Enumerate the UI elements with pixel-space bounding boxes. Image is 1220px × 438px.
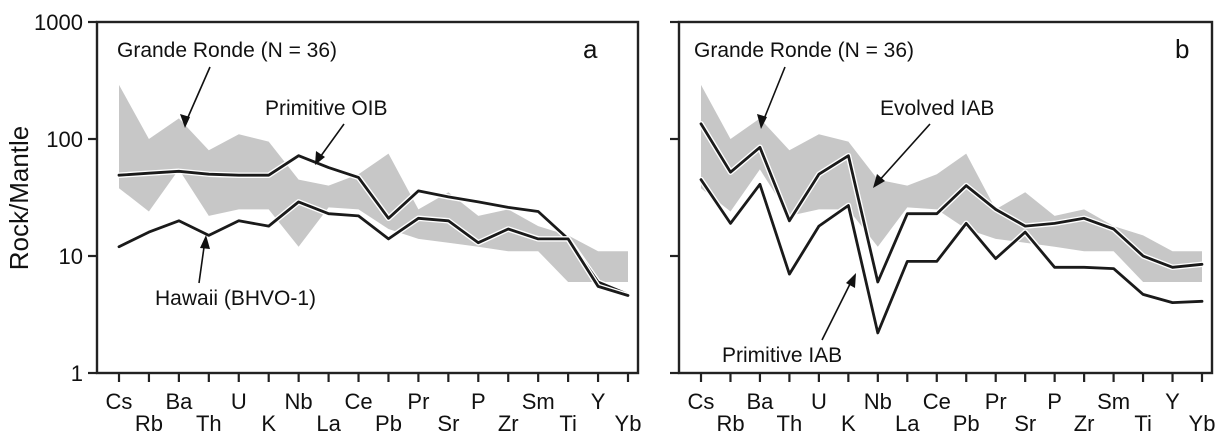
series-line-lower [117, 200, 630, 297]
x-tick-label: Nb [285, 389, 313, 414]
y-tick-label: 100 [46, 127, 83, 152]
x-tick-label: Ti [1134, 411, 1152, 436]
x-tick-label: Ba [746, 389, 774, 414]
annotation-arrowhead [180, 114, 190, 128]
y-tick-labels: 1000 100 10 1 [34, 10, 83, 386]
annotation-hawaii: Hawaii (BHVO-1) [155, 287, 316, 310]
axis-ticks [670, 20, 1204, 382]
panel-label: b [1175, 34, 1189, 64]
series-line-upper [117, 154, 630, 296]
annotation-evolved-iab: Evolved IAB [880, 97, 994, 120]
x-tick-label: Zr [498, 411, 519, 436]
x-tick-label: Rb [135, 411, 163, 436]
x-tick-label: Yb [1189, 411, 1216, 436]
x-tick-label: Pr [407, 389, 429, 414]
panel-label: a [583, 34, 598, 64]
annotation-arrowhead [873, 174, 885, 188]
x-tick-label: Sm [522, 389, 555, 414]
x-tick-label: Sr [1014, 411, 1036, 436]
annotation-arrow [876, 123, 931, 184]
x-tick-label: Cs [106, 389, 133, 414]
x-tick-label: Th [196, 411, 222, 436]
plot-frame [95, 20, 640, 375]
series-lines [116, 152, 631, 299]
x-tick-label: Zr [1074, 411, 1095, 436]
annotation-arrowhead [200, 235, 210, 249]
annotation-arrow [761, 66, 786, 125]
x-tick-label: Yb [615, 411, 642, 436]
x-tick-label: Sr [437, 411, 459, 436]
annotation-arrowhead [846, 273, 856, 288]
annotation-primitive-iab: Primitive IAB [722, 344, 842, 367]
annotation-arrowhead [757, 114, 767, 129]
x-tick-label: Th [777, 411, 803, 436]
y-tick-label: 10 [59, 244, 83, 269]
grande-ronde-band [701, 84, 1202, 283]
x-tick-label: Cs [688, 389, 715, 414]
annotation-primitive-oib: Primitive OIB [265, 97, 388, 120]
x-tick-label: P [471, 389, 486, 414]
x-tick-label: Rb [716, 411, 744, 436]
x-tick-label: U [811, 389, 827, 414]
series-line-lower [699, 178, 1204, 335]
x-tick-label: La [895, 411, 920, 436]
x-tick-label: Ce [344, 389, 372, 414]
series-lines [698, 121, 1205, 336]
x-tick-label: Ce [923, 389, 951, 414]
axis-ticks [88, 20, 630, 382]
annotation-arrowhead [315, 151, 325, 165]
x-tick-label: U [231, 389, 247, 414]
annotation-arrow [184, 66, 211, 125]
x-tick-label: Y [1165, 389, 1180, 414]
x-tick-label: Ba [165, 389, 193, 414]
x-tick-label: P [1047, 389, 1062, 414]
x-tick-label: Nb [864, 389, 892, 414]
x-tick-label: K [841, 411, 856, 436]
plot-frame [677, 20, 1214, 375]
x-tick-label: Pb [375, 411, 402, 436]
annotation-arrow [821, 277, 854, 341]
x-tick-label: K [261, 411, 276, 436]
x-tick-label: Pr [985, 389, 1007, 414]
x-tick-label: La [316, 411, 341, 436]
y-tick-label: 1 [71, 361, 83, 386]
annotation-grande-ronde: Grande Ronde (N = 36) [694, 39, 914, 62]
y-tick-label: 1000 [34, 10, 83, 35]
band-area [701, 84, 1202, 283]
y-axis-label: Rock/Mantle [4, 126, 34, 271]
annotation-grande-ronde: Grande Ronde (N = 36) [117, 39, 337, 62]
series-line-upper [699, 122, 1204, 284]
x-tick-label: Ti [559, 411, 577, 436]
annotation-arrow [317, 123, 345, 161]
x-tick-label: Y [591, 389, 606, 414]
x-tick-label: Pb [953, 411, 980, 436]
x-tick-label: Sm [1097, 389, 1130, 414]
